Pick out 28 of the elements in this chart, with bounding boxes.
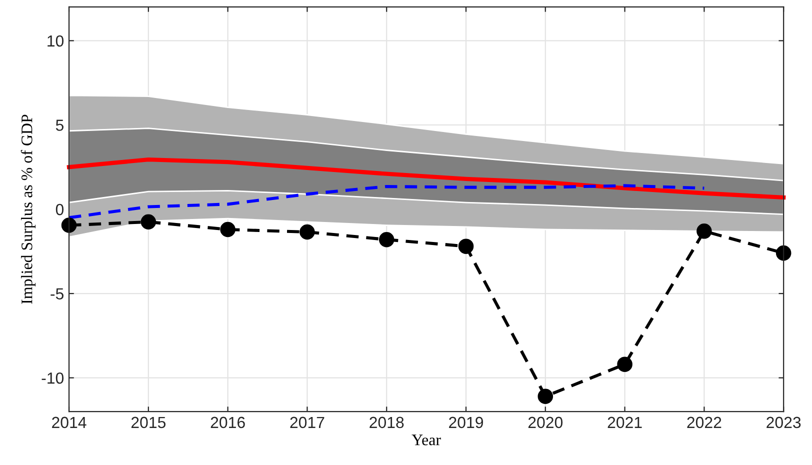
y-axis-title: Implied Surplus as % of GDP (20, 114, 36, 304)
x-tick-label: 2016 (210, 416, 245, 428)
point (696, 224, 712, 239)
x-axis-title: Year (412, 434, 441, 446)
line-series (66, 157, 786, 200)
x-tick-label: 2020 (528, 416, 563, 428)
x-tick-label: 2015 (131, 416, 166, 428)
x-tick-label: 2021 (608, 416, 642, 428)
y-tick-label: 10 (48, 35, 64, 47)
x-tick-label: 2017 (290, 416, 324, 428)
point (538, 388, 554, 404)
point (140, 214, 156, 230)
x-tick-label: 2014 (52, 416, 86, 428)
x-tick-label: 2019 (449, 416, 484, 428)
x-tick-label: 2018 (370, 416, 404, 428)
y-tick-label: 0 (56, 204, 64, 216)
y-tick-label: -10 (42, 372, 64, 384)
y-tick-label: -5 (50, 288, 64, 300)
y-tick-label: 5 (56, 120, 64, 131)
point (300, 224, 315, 240)
x-tick-label: 2023 (766, 416, 801, 428)
point (617, 356, 632, 372)
point (458, 238, 474, 254)
point (220, 222, 236, 238)
point (776, 245, 792, 261)
point (61, 218, 77, 233)
point (378, 232, 394, 248)
x-tick-label: 2022 (687, 416, 722, 428)
